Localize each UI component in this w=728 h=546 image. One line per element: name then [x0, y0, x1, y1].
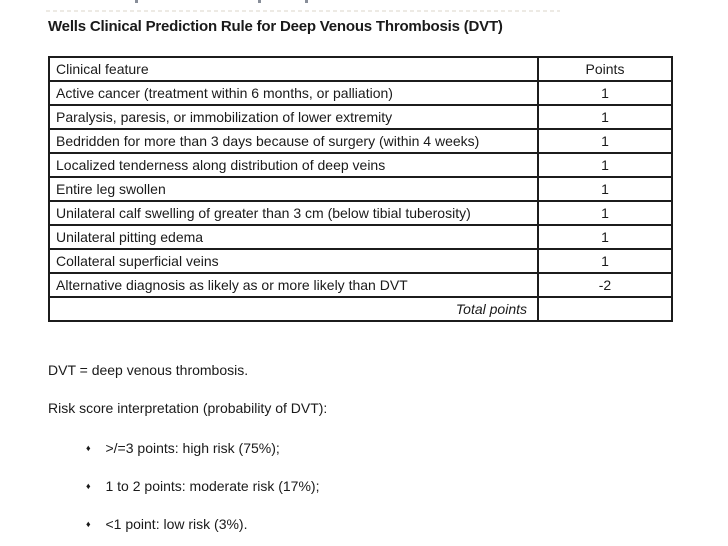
list-item: ♦ 1 to 2 points: moderate risk (17%);: [86, 478, 319, 495]
feature-cell: Bedridden for more than 3 days because o…: [48, 128, 539, 154]
total-points-label: Total points: [48, 296, 539, 322]
list-item: ♦ >/=3 points: high risk (75%);: [86, 440, 319, 457]
total-points-row: Total points: [48, 296, 673, 322]
feature-cell: Entire leg swollen: [48, 176, 539, 202]
table-row: Localized tenderness along distribution …: [48, 152, 673, 178]
column-header-points: Points: [537, 56, 673, 82]
table-row: Alternative diagnosis as likely as or mo…: [48, 272, 673, 298]
table-header-row: Clinical feature Points: [48, 56, 673, 82]
cropped-text-mark: [305, 0, 308, 3]
points-cell: 1: [537, 176, 673, 202]
risk-bullet-list: ♦ >/=3 points: high risk (75%); ♦ 1 to 2…: [86, 440, 319, 546]
points-cell: 1: [537, 128, 673, 154]
interpretation-heading: Risk score interpretation (probability o…: [48, 400, 328, 416]
list-item: ♦ <1 point: low risk (3%).: [86, 516, 319, 533]
cropped-text-mark: [135, 0, 138, 3]
feature-cell: Collateral superficial veins: [48, 248, 539, 274]
feature-cell: Localized tenderness along distribution …: [48, 152, 539, 178]
points-cell: 1: [537, 248, 673, 274]
points-cell: 1: [537, 104, 673, 130]
total-points-value: [537, 296, 673, 322]
feature-cell: Unilateral calf swelling of greater than…: [48, 200, 539, 226]
feature-cell: Active cancer (treatment within 6 months…: [48, 80, 539, 106]
risk-moderate-text: 1 to 2 points: moderate risk (17%);: [105, 478, 320, 494]
abbreviation-note: DVT = deep venous thrombosis.: [48, 362, 249, 378]
table-row: Entire leg swollen 1: [48, 176, 673, 202]
page-title: Wells Clinical Prediction Rule for Deep …: [48, 18, 503, 35]
diamond-bullet-icon: ♦: [86, 519, 91, 529]
diamond-bullet-icon: ♦: [86, 481, 91, 491]
feature-cell: Alternative diagnosis as likely as or mo…: [48, 272, 539, 298]
table-row: Unilateral calf swelling of greater than…: [48, 200, 673, 226]
table-row: Collateral superficial veins 1: [48, 248, 673, 274]
cropped-text-underline: [46, 10, 560, 12]
risk-low-text: <1 point: low risk (3%).: [105, 516, 248, 532]
points-cell: 1: [537, 152, 673, 178]
diamond-bullet-icon: ♦: [86, 443, 91, 453]
table-row: Active cancer (treatment within 6 months…: [48, 80, 673, 106]
table-row: Paralysis, paresis, or immobilization of…: [48, 104, 673, 130]
points-cell: 1: [537, 224, 673, 250]
feature-cell: Paralysis, paresis, or immobilization of…: [48, 104, 539, 130]
wells-score-table: Clinical feature Points Active cancer (t…: [48, 56, 673, 322]
cropped-text-mark: [258, 0, 261, 3]
points-cell: 1: [537, 80, 673, 106]
points-cell: -2: [537, 272, 673, 298]
table-row: Unilateral pitting edema 1: [48, 224, 673, 250]
points-cell: 1: [537, 200, 673, 226]
column-header-clinical-feature: Clinical feature: [48, 56, 539, 82]
risk-high-text: >/=3 points: high risk (75%);: [105, 440, 280, 456]
cropped-text-fragment: [0, 0, 728, 14]
table-row: Bedridden for more than 3 days because o…: [48, 128, 673, 154]
feature-cell: Unilateral pitting edema: [48, 224, 539, 250]
